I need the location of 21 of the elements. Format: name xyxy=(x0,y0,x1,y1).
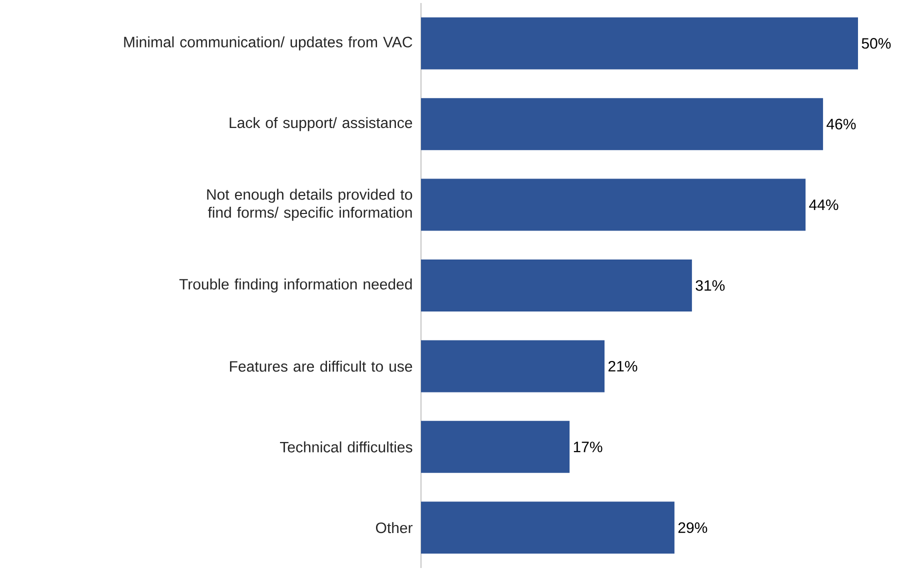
data-label: 17% xyxy=(574,442,602,452)
data-label: 46% xyxy=(826,118,856,130)
bar xyxy=(420,420,570,473)
bar xyxy=(420,17,858,70)
bar xyxy=(420,340,605,392)
data-label: 21% xyxy=(608,360,638,372)
y-tick-label: Features are difficult to use xyxy=(230,360,412,372)
bar xyxy=(420,260,692,312)
y-tick-label: Trouble finding information needed xyxy=(179,278,412,292)
data-label: 50% xyxy=(862,38,891,49)
y-tick-label: Technical difficulties xyxy=(280,441,412,452)
y-tick-label: Other xyxy=(376,522,413,534)
bar xyxy=(420,502,674,554)
data-label: 29% xyxy=(678,522,708,533)
y-tick-label: Minimal communication/ updates from VAC xyxy=(124,36,412,50)
data-label: 44% xyxy=(809,200,838,210)
bar xyxy=(420,98,824,150)
y-tick-label: Not enough details provided to find forms/ specific information xyxy=(207,188,412,221)
y-tick-label: Lack of support/ assistance xyxy=(230,117,412,132)
data-label: 31% xyxy=(696,280,725,291)
bar xyxy=(420,178,806,231)
